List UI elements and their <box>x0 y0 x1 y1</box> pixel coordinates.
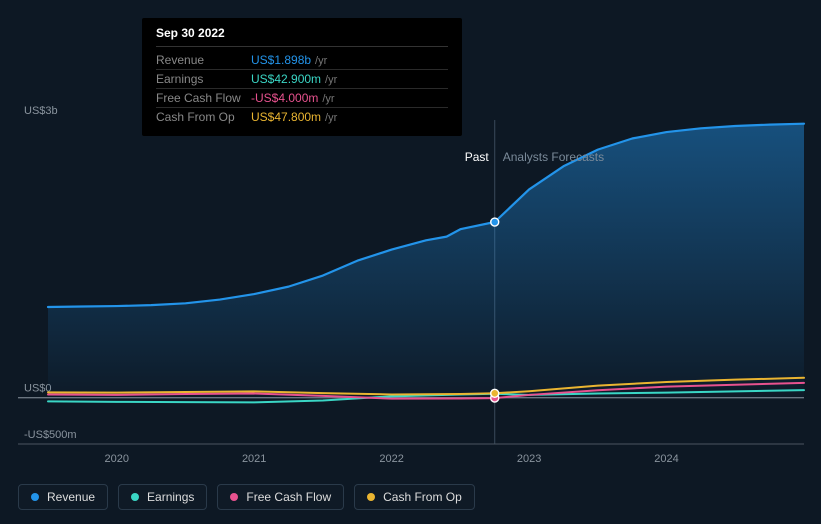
financials-chart: -US$500mUS$0US$3b20202021202220232024 Pa… <box>0 0 821 524</box>
legend-item-fcf[interactable]: Free Cash Flow <box>217 484 344 510</box>
legend-item-cfo[interactable]: Cash From Op <box>354 484 475 510</box>
tooltip-row-label: Cash From Op <box>156 108 251 127</box>
svg-text:US$3b: US$3b <box>24 105 58 117</box>
tooltip-row: Cash From OpUS$47.800m/yr <box>156 108 448 127</box>
svg-text:2023: 2023 <box>517 453 541 465</box>
legend-dot-icon <box>131 493 139 501</box>
chart-tooltip: Sep 30 2022 RevenueUS$1.898b/yrEarningsU… <box>142 18 462 136</box>
legend-item-earnings[interactable]: Earnings <box>118 484 207 510</box>
svg-text:2020: 2020 <box>104 453 128 465</box>
svg-text:2024: 2024 <box>654 453 678 465</box>
legend-dot-icon <box>367 493 375 501</box>
legend-label: Cash From Op <box>383 490 462 504</box>
region-label-forecast: Analysts Forecasts <box>503 150 604 164</box>
tooltip-row-value: -US$4.000m/yr <box>251 89 448 108</box>
legend: Revenue Earnings Free Cash Flow Cash From O… <box>18 484 475 510</box>
tooltip-row-label: Free Cash Flow <box>156 89 251 108</box>
svg-text:2022: 2022 <box>379 453 403 465</box>
tooltip-row-value: US$1.898b/yr <box>251 51 448 70</box>
tooltip-row: Free Cash Flow-US$4.000m/yr <box>156 89 448 108</box>
tooltip-row-label: Revenue <box>156 51 251 70</box>
tooltip-row-label: Earnings <box>156 70 251 89</box>
legend-label: Earnings <box>147 490 194 504</box>
tooltip-row: EarningsUS$42.900m/yr <box>156 70 448 89</box>
region-label-past: Past <box>465 150 489 164</box>
legend-label: Free Cash Flow <box>246 490 331 504</box>
legend-label: Revenue <box>47 490 95 504</box>
svg-text:2021: 2021 <box>242 453 266 465</box>
legend-item-revenue[interactable]: Revenue <box>18 484 108 510</box>
tooltip-row: RevenueUS$1.898b/yr <box>156 51 448 70</box>
legend-dot-icon <box>31 493 39 501</box>
svg-text:-US$500m: -US$500m <box>24 429 77 441</box>
tooltip-row-value: US$42.900m/yr <box>251 70 448 89</box>
legend-dot-icon <box>230 493 238 501</box>
tooltip-date: Sep 30 2022 <box>156 26 448 47</box>
tooltip-row-value: US$47.800m/yr <box>251 108 448 127</box>
